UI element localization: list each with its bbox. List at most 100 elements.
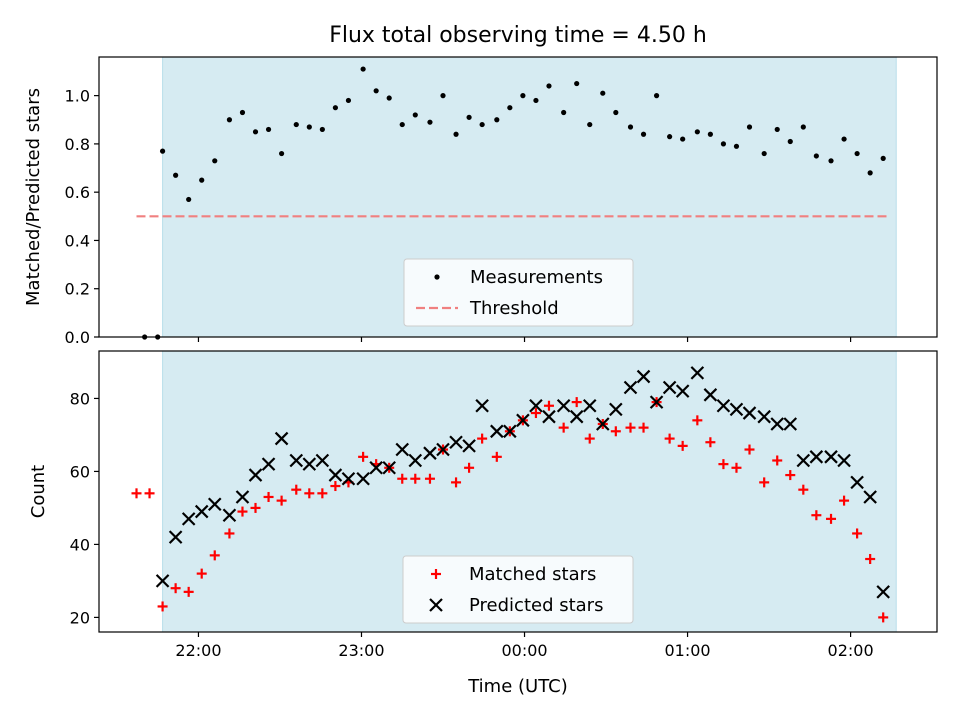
measurement-point (546, 83, 552, 89)
measurement-point (226, 117, 233, 123)
measurement-point (278, 150, 285, 157)
measurement-point (800, 124, 806, 130)
measurement-point (412, 112, 418, 118)
matched-star-point (304, 488, 315, 499)
top-axes-frame (98, 56, 938, 338)
predicted-star-point (261, 457, 276, 471)
top-legend-box (403, 258, 634, 327)
predicted-star-point (490, 424, 504, 439)
predicted-star-point (662, 380, 677, 395)
matched-star-point (276, 495, 287, 506)
measurement-point (306, 124, 312, 130)
measurement-point (520, 93, 526, 99)
measurement-point (440, 93, 446, 99)
matched-star-point (811, 510, 822, 521)
predicted-star-point (423, 446, 437, 460)
measurement-point (653, 93, 660, 99)
measurement-point (587, 121, 593, 128)
measurement-point (494, 117, 500, 123)
matched-star-point (625, 422, 636, 433)
predicted-star-point (569, 409, 584, 424)
measurement-point (319, 126, 325, 133)
measurement-point (239, 109, 246, 116)
top-y-tick-label: 0.2 (65, 280, 90, 299)
predicted-star-point (168, 530, 183, 544)
predicted-star-point (516, 413, 530, 428)
matched-star-point (530, 408, 541, 419)
top-legend: Measurements Threshold (403, 258, 634, 327)
top-legend-entry-label: Threshold (469, 298, 559, 319)
matched-star-point (196, 568, 207, 579)
predicted-star-point (194, 504, 209, 519)
matched-star-point (865, 554, 876, 565)
predicted-star-point (675, 384, 690, 398)
predicted-star-point (449, 435, 463, 450)
predicted-star-point (503, 424, 517, 439)
predicted-star-point (596, 417, 610, 431)
matched-star-point (878, 612, 889, 623)
x-tick-label: 02:00 (828, 641, 874, 660)
predicted-star-point (328, 468, 343, 482)
bottom-series-1 (155, 366, 890, 599)
matched-star-point (464, 462, 475, 473)
predicted-star-point (850, 475, 864, 490)
measurement-point (507, 105, 513, 111)
bottom-y-tick-label: 80 (70, 389, 90, 408)
legend-matched-marker (431, 569, 441, 579)
predicted-star-point (542, 409, 556, 424)
matched-star-point (558, 422, 569, 433)
bottom-axes-frame (98, 350, 938, 633)
predicted-star-point (369, 461, 383, 475)
matched-star-point (358, 451, 369, 462)
predicted-star-point (809, 450, 824, 464)
predicted-star-point (757, 409, 771, 424)
predicted-star-point (556, 398, 571, 413)
predicted-star-point (155, 574, 170, 588)
measurement-point (574, 80, 580, 87)
predicted-star-point (408, 453, 423, 468)
matched-star-point (571, 397, 582, 408)
matched-star-point (491, 451, 502, 462)
measurement-point (533, 97, 539, 104)
matched-star-point (759, 477, 770, 488)
x-tick-label: 22:00 (175, 641, 221, 660)
matched-star-point (839, 495, 850, 506)
matched-star-point (170, 583, 181, 594)
matched-star-point (610, 426, 621, 437)
measurement-point (680, 136, 686, 142)
matched-star-point (677, 440, 688, 451)
predicted-star-point (382, 461, 396, 475)
predicted-star-point (729, 402, 744, 417)
measurement-point (720, 141, 727, 147)
measurement-point (600, 90, 606, 96)
matched-star-point (477, 433, 488, 444)
bottom-legend-box (402, 555, 634, 624)
measurement-point (561, 109, 567, 116)
matched-star-point (157, 601, 168, 612)
predicted-star-point (742, 406, 757, 420)
predicted-star-point (475, 398, 489, 413)
predicted-star-point (222, 508, 237, 522)
predicted-star-point (690, 366, 705, 380)
bottom-series-0 (131, 397, 889, 623)
matched-star-point (705, 437, 716, 448)
x-axis-label: Time (UTC) (467, 676, 568, 697)
matched-star-point (209, 550, 220, 561)
top-y-axis-label: Matched/Predicted stars (23, 88, 44, 306)
predicted-star-point (529, 398, 543, 413)
predicted-star-point (462, 439, 476, 453)
measurement-point (399, 121, 405, 128)
bottom-legend-entry-label: Predicted stars (469, 595, 603, 616)
matched-star-point (731, 462, 742, 473)
measurement-point (199, 177, 205, 183)
predicted-star-point (315, 453, 330, 468)
bottom-legend-entry-label: Matched stars (469, 564, 596, 585)
measurement-point (867, 170, 873, 176)
bottom-y-tick-label: 20 (70, 608, 90, 627)
measurement-point (627, 124, 634, 130)
predicted-star-point (716, 398, 731, 413)
matched-star-point (584, 433, 595, 444)
predicted-star-point (248, 468, 263, 482)
measurement-point (694, 129, 700, 135)
matched-star-point (424, 473, 435, 484)
